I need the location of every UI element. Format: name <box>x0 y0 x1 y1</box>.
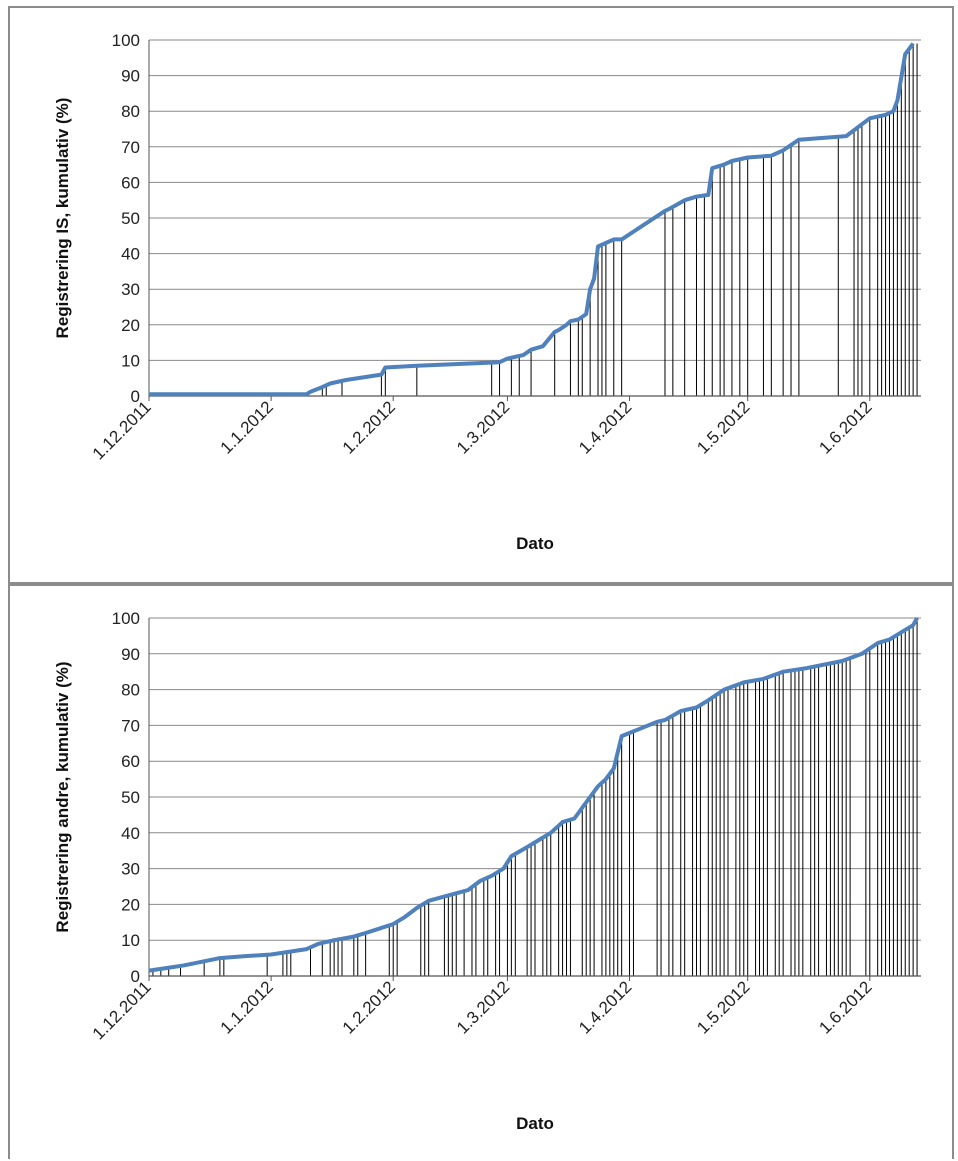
y-tick-label: 30 <box>121 860 140 879</box>
series-line <box>149 42 915 397</box>
y-tick-label: 0 <box>131 387 140 406</box>
y-tick-label: 90 <box>121 67 140 86</box>
cumulative-chart-andre: 0 10 20 30 40 50 60 70 80 90 100 1.12.2011 1.1.2012 1… <box>53 609 921 1133</box>
y-tick-label: 90 <box>121 645 140 664</box>
y-tick-label: 70 <box>121 138 140 157</box>
y-axis-title: Registrering andre, kumulativ (%) <box>53 661 72 932</box>
x-tick-label: 1.3.2012 <box>453 977 513 1037</box>
y-tick-label: 20 <box>121 895 140 914</box>
y-tick-label: 60 <box>121 752 140 771</box>
x-tick-label: 1.5.2012 <box>693 397 753 457</box>
cumulative-chart-is: 0 10 20 30 40 50 60 70 80 90 100 1.12.2011 1.1.2012 1… <box>53 31 921 553</box>
y-tick-label: 10 <box>121 351 140 370</box>
x-axis-title: Dato <box>516 1114 554 1133</box>
x-tick-label: 1.3.2012 <box>453 397 513 457</box>
x-tick-label: 1.5.2012 <box>693 977 753 1037</box>
y-axis-title: Registrering IS, kumulativ (%) <box>53 98 72 339</box>
y-tick-label: 60 <box>121 173 140 192</box>
x-tick-label: 1.2.2012 <box>339 397 399 457</box>
x-tick-label: 1.4.2012 <box>575 397 635 457</box>
y-tick-label: 100 <box>112 609 140 628</box>
x-tick-label: 1.6.2012 <box>815 397 875 457</box>
series-line <box>148 617 919 973</box>
x-axis-title: Dato <box>516 534 554 553</box>
chart-panel-bottom: 0 10 20 30 40 50 60 70 80 90 100 1.12.2011 1.1.2012 1… <box>8 584 954 1159</box>
y-tick-label: 10 <box>121 931 140 950</box>
chart-panel-top: 0 10 20 30 40 50 60 70 80 90 100 1.12.2011 1.1.2012 1… <box>8 6 954 584</box>
y-tick-label: 40 <box>121 824 140 843</box>
x-tick-label: 1.4.2012 <box>575 977 635 1037</box>
x-tick-label: 1.6.2012 <box>815 977 875 1037</box>
y-tick-label: 70 <box>121 716 140 735</box>
x-tick-label: 1.12.2011 <box>89 977 155 1043</box>
y-tick-label: 80 <box>121 681 140 700</box>
y-tick-label: 0 <box>131 967 140 986</box>
y-tick-label: 80 <box>121 102 140 121</box>
y-tick-label: 100 <box>112 31 140 50</box>
y-tick-label: 20 <box>121 316 140 335</box>
x-tick-label: 1.12.2011 <box>89 397 155 463</box>
y-tick-label: 30 <box>121 280 140 299</box>
y-tick-label: 40 <box>121 245 140 264</box>
y-tick-label: 50 <box>121 788 140 807</box>
y-tick-label: 50 <box>121 209 140 228</box>
x-tick-label: 1.1.2012 <box>217 397 277 457</box>
x-tick-label: 1.1.2012 <box>217 977 277 1037</box>
x-tick-label: 1.2.2012 <box>339 977 399 1037</box>
